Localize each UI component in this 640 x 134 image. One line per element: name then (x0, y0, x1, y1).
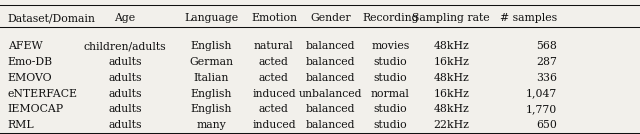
Text: 1,770: 1,770 (525, 105, 557, 114)
Text: Sampling rate: Sampling rate (412, 13, 490, 23)
Text: 48kHz: 48kHz (433, 73, 469, 83)
Text: Recording: Recording (362, 13, 419, 23)
Text: balanced: balanced (305, 41, 355, 51)
Text: 48kHz: 48kHz (433, 105, 469, 114)
Text: balanced: balanced (305, 105, 355, 114)
Text: AFEW: AFEW (8, 41, 42, 51)
Text: induced: induced (252, 120, 296, 130)
Text: many: many (196, 120, 226, 130)
Text: adults: adults (108, 120, 141, 130)
Text: English: English (191, 89, 232, 99)
Text: acted: acted (259, 57, 289, 67)
Text: Gender: Gender (310, 13, 351, 23)
Text: 287: 287 (536, 57, 557, 67)
Text: # samples: # samples (500, 13, 557, 23)
Text: eNTERFACE: eNTERFACE (8, 89, 77, 99)
Text: natural: natural (254, 41, 294, 51)
Text: Italian: Italian (193, 73, 229, 83)
Text: 568: 568 (536, 41, 557, 51)
Text: 650: 650 (536, 120, 557, 130)
Text: adults: adults (108, 57, 141, 67)
Text: unbalanced: unbalanced (298, 89, 362, 99)
Text: adults: adults (108, 105, 141, 114)
Text: 16kHz: 16kHz (433, 89, 469, 99)
Text: studio: studio (374, 57, 407, 67)
Text: acted: acted (259, 73, 289, 83)
Text: studio: studio (374, 105, 407, 114)
Text: RML: RML (8, 120, 35, 130)
Text: Age: Age (114, 13, 136, 23)
Text: balanced: balanced (305, 73, 355, 83)
Text: IEMOCAP: IEMOCAP (8, 105, 64, 114)
Text: 336: 336 (536, 73, 557, 83)
Text: 1,047: 1,047 (525, 89, 557, 99)
Text: 16kHz: 16kHz (433, 57, 469, 67)
Text: balanced: balanced (305, 57, 355, 67)
Text: studio: studio (374, 120, 407, 130)
Text: studio: studio (374, 73, 407, 83)
Text: Emo-DB: Emo-DB (8, 57, 52, 67)
Text: balanced: balanced (305, 120, 355, 130)
Text: induced: induced (252, 89, 296, 99)
Text: 22kHz: 22kHz (433, 120, 469, 130)
Text: acted: acted (259, 105, 289, 114)
Text: 48kHz: 48kHz (433, 41, 469, 51)
Text: English: English (191, 105, 232, 114)
Text: Language: Language (184, 13, 238, 23)
Text: movies: movies (371, 41, 410, 51)
Text: adults: adults (108, 73, 141, 83)
Text: Emotion: Emotion (251, 13, 297, 23)
Text: EMOVO: EMOVO (8, 73, 52, 83)
Text: children/adults: children/adults (83, 41, 166, 51)
Text: German: German (189, 57, 233, 67)
Text: adults: adults (108, 89, 141, 99)
Text: Dataset/Domain: Dataset/Domain (8, 13, 95, 23)
Text: normal: normal (371, 89, 410, 99)
Text: English: English (191, 41, 232, 51)
